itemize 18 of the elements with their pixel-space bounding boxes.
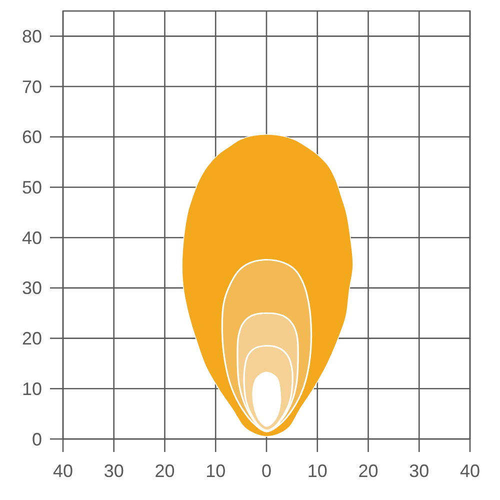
x-tick-label: 20: [358, 461, 378, 481]
y-tick-label: 50: [22, 178, 42, 198]
x-tick-label: 40: [460, 461, 480, 481]
y-tick-label: 20: [22, 328, 42, 349]
x-tick-label: 40: [52, 461, 74, 481]
y-tick-label: 30: [22, 278, 42, 298]
y-tick-label: 80: [22, 26, 42, 46]
y-tick-label: 10: [22, 378, 42, 399]
x-tick-label: 10: [206, 461, 226, 481]
x-tick-label: 30: [409, 461, 430, 481]
x-tick-label: 30: [104, 461, 124, 481]
y-tick-label: 0: [32, 429, 42, 450]
x-tick-label: 0: [261, 461, 272, 481]
x-tick-label: 10: [307, 461, 328, 481]
y-tick-label: 40: [22, 228, 42, 248]
y-tick-label: 70: [22, 76, 42, 97]
y-tick-label: 60: [22, 127, 42, 148]
x-tick-label: 20: [154, 461, 175, 481]
